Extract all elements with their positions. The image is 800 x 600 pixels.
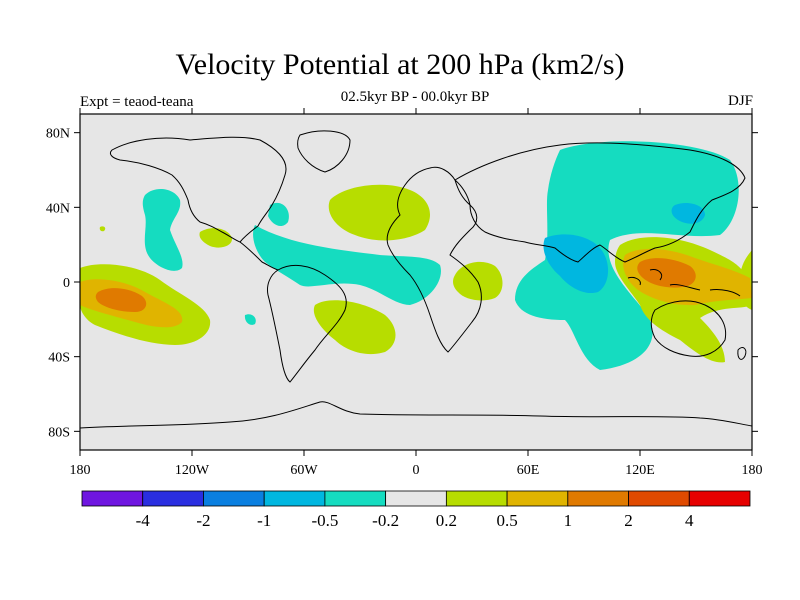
central-pacific-peak-field <box>95 288 147 312</box>
lon-tick-label: 120E <box>625 463 655 478</box>
colorbar-label: -0.2 <box>372 511 399 530</box>
colorbar-swatch <box>385 490 447 507</box>
tropical-atlantic-negative-field <box>253 225 441 305</box>
europe-africa-coast <box>386 166 482 353</box>
lat-tick-label: 80N <box>46 127 70 142</box>
lon-tick-label: 60E <box>517 463 540 478</box>
greenland-coast <box>297 130 351 173</box>
colorbar: -4 -2 -1 -0.5 -0.2 0.2 0.5 1 2 4 <box>81 490 751 530</box>
colorbar-label: -0.5 <box>311 511 338 530</box>
longitude-axis: 180 120W 60W 0 60E 120E 180 <box>70 108 763 478</box>
colorbar-label: -1 <box>257 511 271 530</box>
north-america-coast <box>109 136 287 243</box>
colorbar-label: 1 <box>564 511 573 530</box>
season-label: DJF <box>727 93 753 109</box>
colorbar-label: -2 <box>196 511 210 530</box>
asia-coast <box>454 142 746 263</box>
colorbar-label: 0.2 <box>436 511 457 530</box>
south-atlantic-positive-field <box>313 300 396 355</box>
colorbar-swatch <box>567 490 629 507</box>
colorbar-swatch <box>688 490 751 507</box>
coastlines <box>80 130 752 429</box>
plot-subtitle: 02.5kyr BP - 00.0kyr BP <box>340 89 490 105</box>
lat-tick-label: 40N <box>46 201 70 216</box>
maritime-continent-islands <box>627 269 741 297</box>
experiment-label: Expt = teaod-teana <box>80 94 194 110</box>
north-indian-tiny-positive <box>99 226 106 232</box>
colorbar-label: 4 <box>685 511 694 530</box>
lon-tick-label: 180 <box>742 463 763 478</box>
lat-tick-label: 80S <box>48 425 70 440</box>
new-zealand-coast <box>737 347 747 360</box>
colorbar-label: 2 <box>624 511 633 530</box>
lon-tick-label: 180 <box>70 463 91 478</box>
colorbar-swatch <box>81 490 144 507</box>
lat-tick-label: 40S <box>48 351 70 366</box>
subtropical-pacific-negative-field <box>268 202 289 227</box>
south-america-coast <box>267 264 347 383</box>
colorbar-swatch <box>142 490 204 507</box>
colorbar-label: -4 <box>136 511 151 530</box>
indian-ocean-negative-field <box>543 234 609 294</box>
north-pacific-negative-field <box>142 188 183 271</box>
colorbar-swatch <box>506 490 569 507</box>
eurasia-negative-field <box>515 141 739 370</box>
colorbar-swatch <box>263 490 326 507</box>
anomaly-fields <box>80 141 752 370</box>
colorbar-swatch <box>203 490 265 507</box>
latitude-axis: 80N 40N 0 40S 80S <box>46 127 758 440</box>
plot-title: Velocity Potential at 200 hPa (km2/s) <box>175 48 625 81</box>
lon-tick-label: 0 <box>413 463 420 478</box>
colorbar-label: 0.5 <box>496 511 517 530</box>
lat-tick-label: 0 <box>63 276 70 291</box>
lon-tick-label: 60W <box>290 463 318 478</box>
south-atlantic-negative-spot <box>244 314 256 325</box>
colorbar-swatch <box>628 490 690 507</box>
north-atlantic-positive-field <box>328 184 430 241</box>
maritime-continent-core-field <box>637 258 696 288</box>
central-america-coast <box>239 241 279 271</box>
colorbar-swatch <box>445 490 508 507</box>
colorbar-swatch <box>324 490 387 507</box>
antarctica-coast <box>80 401 752 429</box>
lon-tick-label: 120W <box>175 463 210 478</box>
australia-coast <box>650 300 727 357</box>
